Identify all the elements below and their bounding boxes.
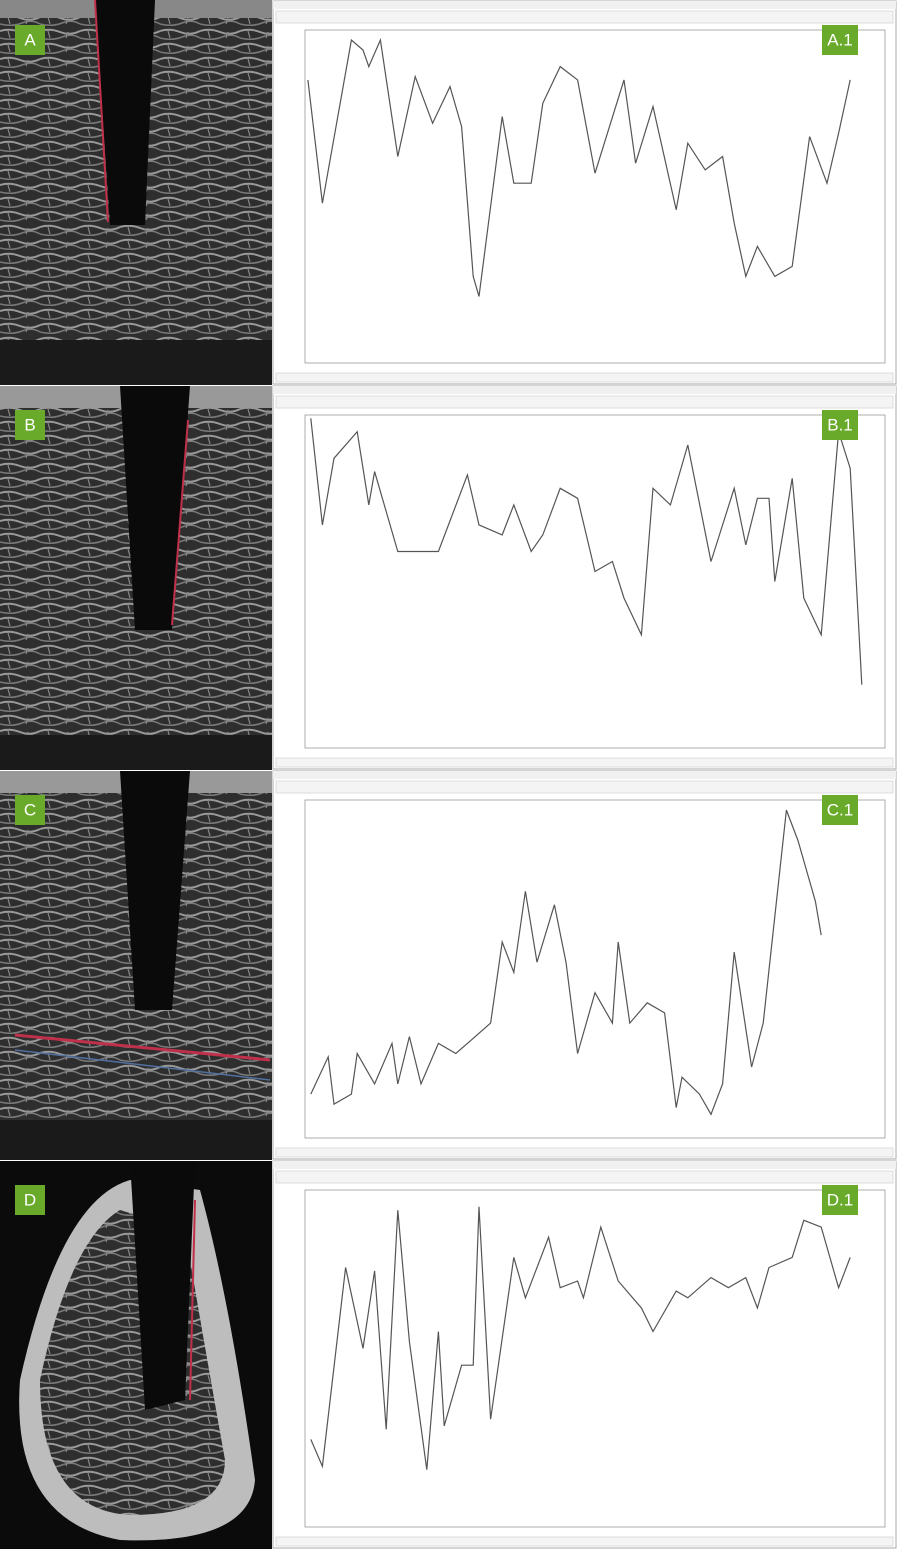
chart-label: B.1 xyxy=(827,415,853,434)
chart-header xyxy=(276,396,893,408)
chart-footer xyxy=(276,1148,893,1157)
micro-ct-image xyxy=(0,0,272,385)
window-titlebar xyxy=(273,771,896,779)
panel-label: D xyxy=(24,1190,36,1209)
chart-label: A.1 xyxy=(827,30,853,49)
chart-header xyxy=(276,11,893,23)
micro-ct-image xyxy=(0,1161,272,1549)
window-titlebar xyxy=(273,1161,896,1169)
plot-area xyxy=(305,800,885,1138)
chart-header xyxy=(276,781,893,793)
panel-label: A xyxy=(24,30,36,49)
micro-ct-image xyxy=(0,771,272,1160)
image-column xyxy=(0,0,272,1549)
panel-label: C xyxy=(24,800,36,819)
chart-label: D.1 xyxy=(827,1190,853,1209)
chart-footer xyxy=(276,1537,893,1546)
chart-label: C.1 xyxy=(827,800,853,819)
chart-footer xyxy=(276,373,893,382)
plot-area xyxy=(305,415,885,748)
figure: A A.1 B B.1 C C.1 D D.1 xyxy=(0,0,898,1549)
chart-header xyxy=(276,1171,893,1183)
chart-footer xyxy=(276,758,893,767)
plot-area xyxy=(305,30,885,363)
window-titlebar xyxy=(273,386,896,394)
micro-ct-image xyxy=(0,386,272,770)
window-titlebar xyxy=(273,1,896,9)
panel-label: B xyxy=(24,415,35,434)
